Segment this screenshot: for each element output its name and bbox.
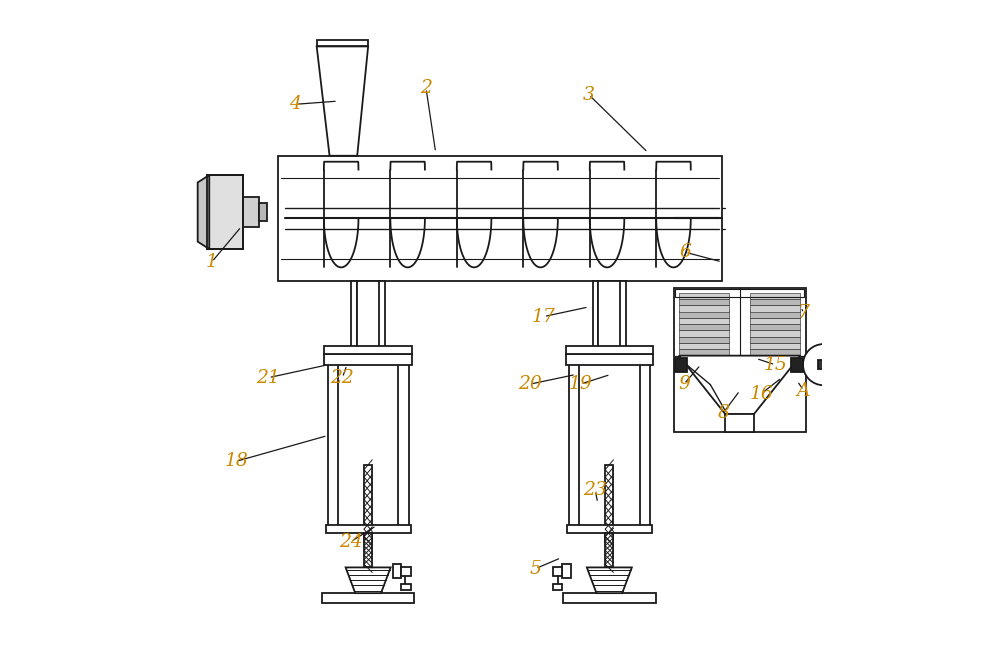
Bar bbox=[393, 564, 401, 578]
Bar bbox=[679, 311, 729, 318]
Text: 22: 22 bbox=[331, 369, 354, 387]
Bar bbox=[398, 355, 409, 532]
Text: 18: 18 bbox=[224, 452, 248, 470]
Bar bbox=[750, 299, 800, 306]
Bar bbox=[351, 281, 357, 362]
Text: 24: 24 bbox=[339, 533, 363, 550]
Bar bbox=[791, 358, 803, 371]
Bar bbox=[750, 311, 800, 318]
Polygon shape bbox=[346, 567, 391, 593]
Bar bbox=[640, 355, 650, 532]
Bar bbox=[324, 354, 412, 365]
Bar bbox=[207, 175, 243, 249]
Bar bbox=[679, 330, 729, 337]
Bar bbox=[598, 281, 621, 362]
Text: 23: 23 bbox=[583, 481, 607, 499]
Text: 21: 21 bbox=[257, 369, 280, 387]
Polygon shape bbox=[317, 47, 368, 156]
Bar bbox=[326, 525, 411, 534]
Bar bbox=[679, 343, 729, 349]
Text: 2: 2 bbox=[420, 79, 432, 98]
Bar bbox=[750, 318, 800, 324]
Bar bbox=[569, 355, 579, 532]
Text: 4: 4 bbox=[290, 96, 301, 113]
Text: 8: 8 bbox=[717, 404, 729, 422]
Bar bbox=[679, 318, 729, 324]
Bar bbox=[322, 593, 414, 603]
Text: 6: 6 bbox=[679, 244, 691, 261]
Bar bbox=[679, 324, 729, 331]
Bar bbox=[679, 349, 729, 356]
Text: 16: 16 bbox=[749, 385, 773, 402]
Bar bbox=[818, 360, 829, 369]
Text: 1: 1 bbox=[206, 253, 218, 271]
Bar bbox=[675, 289, 804, 297]
Bar bbox=[750, 293, 800, 299]
Bar bbox=[593, 281, 598, 362]
Circle shape bbox=[803, 344, 844, 385]
Text: 3: 3 bbox=[583, 86, 595, 103]
Bar bbox=[364, 464, 372, 542]
Bar bbox=[679, 293, 729, 299]
Bar bbox=[605, 534, 613, 567]
Text: 17: 17 bbox=[532, 307, 556, 326]
Bar bbox=[328, 355, 338, 532]
Polygon shape bbox=[198, 175, 209, 249]
Text: 7: 7 bbox=[798, 304, 810, 322]
Bar bbox=[750, 343, 800, 349]
Bar bbox=[401, 584, 411, 590]
Bar bbox=[674, 287, 806, 432]
Polygon shape bbox=[587, 567, 632, 593]
Bar bbox=[750, 330, 800, 337]
Bar bbox=[679, 337, 729, 343]
Bar bbox=[324, 346, 412, 354]
Bar bbox=[364, 534, 372, 567]
Bar bbox=[357, 281, 380, 362]
Text: 19: 19 bbox=[569, 375, 592, 393]
Bar bbox=[553, 567, 562, 576]
Text: 20: 20 bbox=[518, 375, 542, 393]
Bar bbox=[725, 414, 754, 432]
Text: A: A bbox=[797, 382, 810, 399]
Text: 9: 9 bbox=[678, 375, 690, 393]
Bar bbox=[567, 525, 652, 534]
Bar bbox=[566, 346, 653, 354]
Bar bbox=[243, 197, 259, 227]
Bar bbox=[207, 175, 243, 249]
Polygon shape bbox=[679, 356, 800, 414]
Bar bbox=[675, 358, 687, 371]
Bar bbox=[750, 324, 800, 331]
Bar bbox=[679, 299, 729, 306]
Bar bbox=[379, 281, 385, 362]
Bar bbox=[679, 305, 729, 311]
Text: 15: 15 bbox=[763, 356, 787, 374]
Text: 5: 5 bbox=[529, 559, 541, 578]
Bar bbox=[750, 337, 800, 343]
Bar bbox=[563, 593, 656, 603]
Bar bbox=[566, 354, 653, 365]
Bar bbox=[620, 281, 626, 362]
Bar bbox=[401, 567, 411, 576]
Bar bbox=[562, 564, 571, 578]
Bar bbox=[317, 40, 368, 47]
Bar bbox=[553, 584, 562, 590]
Bar bbox=[259, 203, 267, 221]
Bar bbox=[750, 305, 800, 311]
Bar bbox=[605, 464, 613, 542]
Bar bbox=[750, 349, 800, 356]
Bar bbox=[278, 156, 722, 281]
